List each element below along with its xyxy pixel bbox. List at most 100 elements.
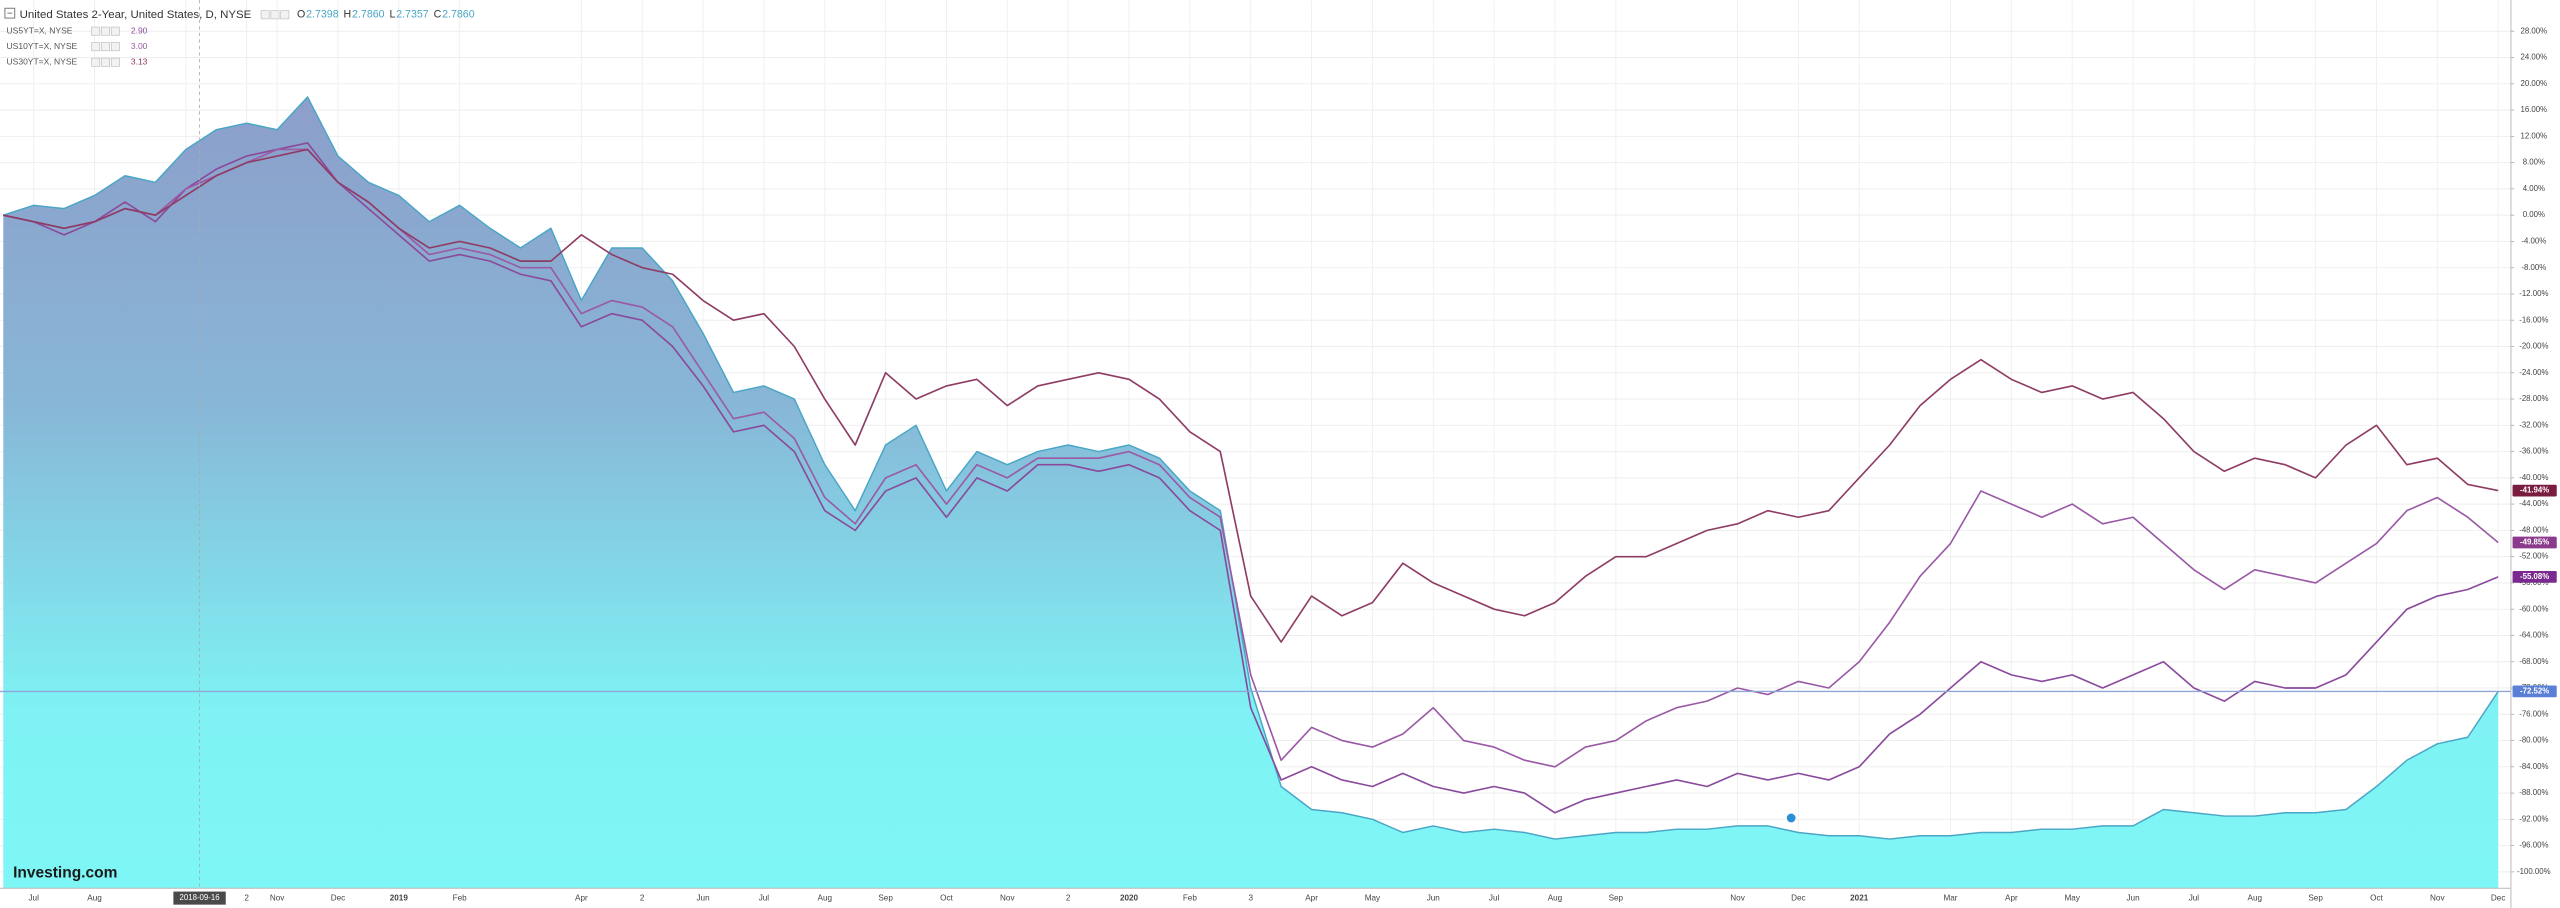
line [3, 148, 2499, 768]
x-tick-label: Mar [1943, 893, 1957, 902]
x-tick-label: 3 [1248, 893, 1253, 902]
x-tick-label: 2019 [390, 893, 409, 902]
x-tick-label: Jul [28, 893, 39, 902]
legend-button [101, 26, 110, 36]
legend-title: United States 2-Year, United States, D, … [20, 9, 252, 21]
y-tick-label: -100.00% [2517, 867, 2551, 876]
x-tick-label: Jun [2126, 893, 2139, 902]
legend-button [110, 42, 120, 52]
y-tick-label: 4.00% [2523, 184, 2545, 193]
y-tick-label: -80.00% [2519, 736, 2548, 745]
y-tick-label: -8.00% [2521, 263, 2546, 272]
x-tick-label: 2021 [1850, 893, 1869, 902]
x-tick-label: Dec [1791, 893, 1806, 902]
collapse-icon[interactable] [4, 7, 16, 19]
line [3, 96, 2499, 840]
x-tick-label: Nov [1000, 893, 1015, 902]
value-label-box [2512, 536, 2557, 549]
legend-button [110, 57, 120, 67]
x-tick-label: Apr [575, 893, 588, 902]
legend-value: 2.90 [131, 25, 148, 35]
x-tick-label: 2 [640, 893, 645, 902]
x-tick-label: Nov [270, 893, 285, 902]
y-tick-label: -16.00% [2519, 315, 2548, 324]
x-tick-label: Apr [1305, 893, 1318, 902]
x-tick-label: Dec [2491, 893, 2506, 902]
event-marker [1785, 812, 1797, 824]
x-tick-label: Jul [759, 893, 770, 902]
ohlc-key: L [389, 9, 395, 21]
legend-button [91, 26, 101, 36]
legend-button [260, 10, 270, 20]
x-tick-label: Jun [696, 893, 709, 902]
y-tick-label: -84.00% [2519, 762, 2548, 771]
legend-button [91, 42, 101, 52]
legend-button [280, 10, 290, 20]
value-label: -72.52% [2520, 686, 2549, 695]
y-tick-label: -52.00% [2519, 552, 2548, 561]
x-tick-label: Dec [331, 893, 346, 902]
crosshair-label: 2018-09-16 [180, 893, 221, 902]
y-tick-label: -40.00% [2519, 473, 2548, 482]
y-tick-label: -44.00% [2519, 499, 2548, 508]
ohlc-value: 2.7860 [352, 9, 385, 21]
line [3, 142, 2499, 814]
legend-value: 3.00 [131, 41, 148, 51]
legend-value: 3.13 [131, 56, 148, 66]
y-tick-label: 12.00% [2521, 131, 2548, 140]
y-tick-label: -24.00% [2519, 368, 2548, 377]
x-tick-label: Sep [878, 893, 893, 902]
ohlc-value: 2.7357 [396, 9, 429, 21]
axes: 28.00%24.00%20.00%16.00%12.00%8.00%4.00%… [28, 0, 2557, 905]
line [3, 148, 2499, 643]
ohlc-value: 2.7398 [306, 9, 339, 21]
value-label-box [2512, 570, 2557, 583]
x-tick-label: May [1365, 893, 1381, 902]
x-tick-label: May [2064, 893, 2080, 902]
x-tick-label: Oct [940, 893, 953, 902]
legend-button [101, 57, 110, 67]
x-tick-label: 2020 [1120, 893, 1139, 902]
legend-button [270, 10, 280, 20]
legend-button [101, 42, 110, 52]
y-tick-label: -4.00% [2521, 236, 2546, 245]
value-label-box [2512, 685, 2557, 698]
value-label: -55.08% [2520, 572, 2549, 581]
crosshair-label-box [173, 891, 226, 905]
y-tick-label: -32.00% [2519, 420, 2548, 429]
value-label: -41.94% [2520, 486, 2549, 495]
y-tick-label: 28.00% [2521, 26, 2548, 35]
logo: Investing.com [13, 865, 117, 882]
legend-name: US5YT=X, NYSE [7, 25, 73, 35]
y-tick-label: -96.00% [2519, 841, 2548, 850]
x-tick-label: Nov [1730, 893, 1745, 902]
x-tick-label: 2 [1066, 893, 1071, 902]
ohlc-key: C [434, 9, 442, 21]
marks [0, 96, 2511, 889]
x-tick-label: Sep [1609, 893, 1624, 902]
legend-name: US30YT=X, NYSE [7, 56, 78, 66]
ohlc-key: H [344, 9, 352, 21]
x-tick-label: Jun [1427, 893, 1440, 902]
y-tick-label: -48.00% [2519, 525, 2548, 534]
y-tick-label: 20.00% [2521, 79, 2548, 88]
x-tick-label: Sep [2308, 893, 2323, 902]
y-tick-label: -36.00% [2519, 447, 2548, 456]
x-tick-label: Feb [1183, 893, 1198, 902]
value-label-box [2512, 484, 2557, 497]
y-tick-label: -20.00% [2519, 342, 2548, 351]
legend-name: US10YT=X, NYSE [7, 41, 78, 51]
y-tick-label: -60.00% [2519, 604, 2548, 613]
y-tick-label: 16.00% [2521, 105, 2548, 114]
y-tick-label: -88.00% [2519, 788, 2548, 797]
y-tick-label: -64.00% [2519, 631, 2548, 640]
y-tick-label: -28.00% [2519, 394, 2548, 403]
x-tick-label: Aug [1548, 893, 1563, 902]
y-tick-label: -12.00% [2519, 289, 2548, 298]
y-tick-label: -76.00% [2519, 709, 2548, 718]
y-tick-label: 24.00% [2521, 53, 2548, 62]
x-tick-label: Aug [818, 893, 833, 902]
value-label: -49.85% [2520, 538, 2549, 547]
